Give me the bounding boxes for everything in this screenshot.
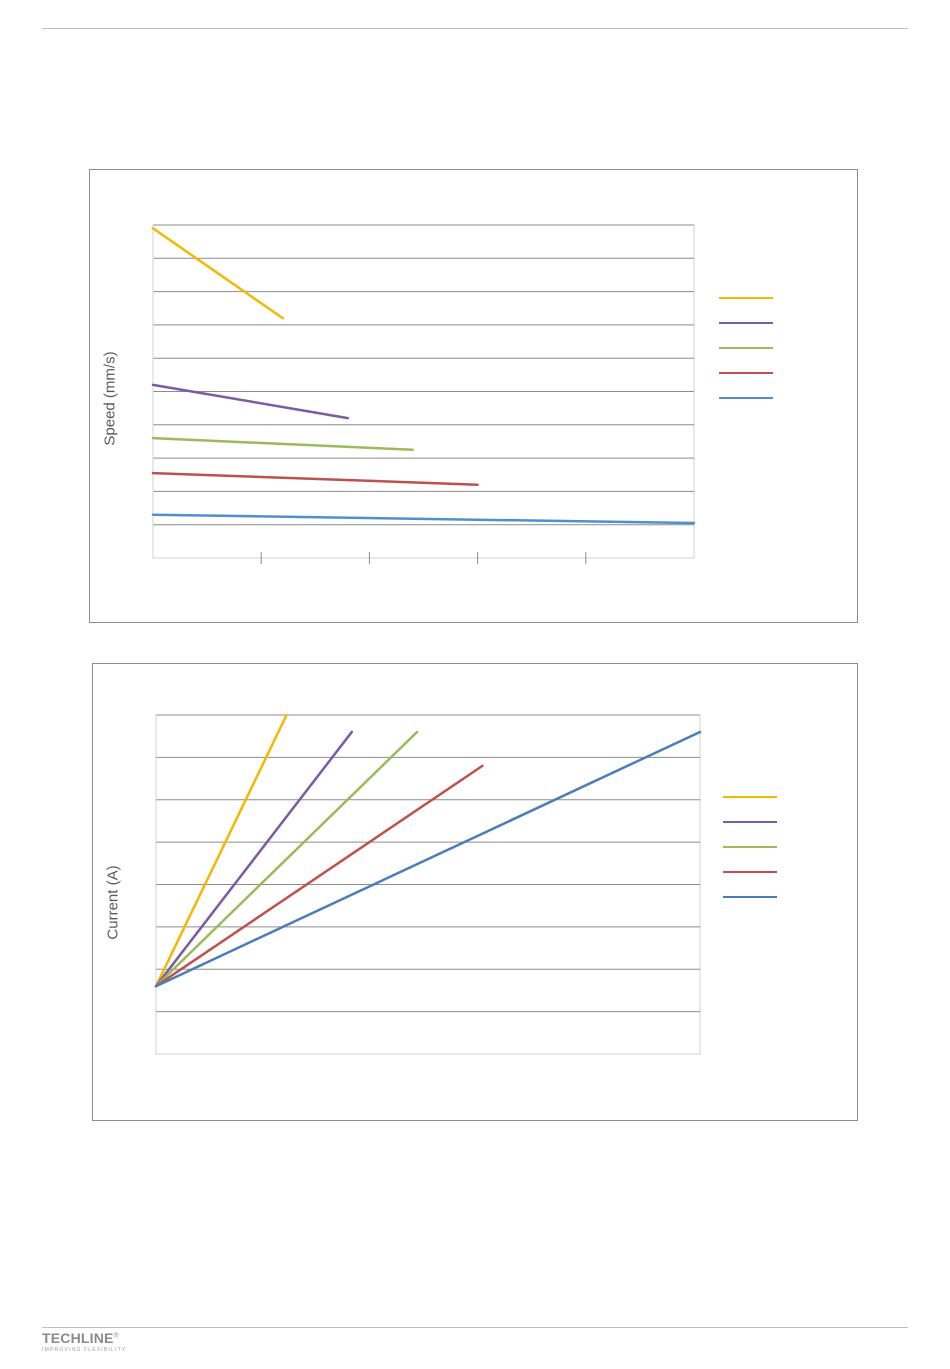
- techline-logo: TECHLINE® IMPROVING FLEXIBILITY: [42, 1330, 126, 1353]
- footer-rule: [42, 1327, 908, 1328]
- current-y-axis-label: Current (A): [104, 865, 122, 940]
- logo-tagline: IMPROVING FLEXIBILITY: [42, 1347, 127, 1353]
- series-line-3: [151, 436, 414, 452]
- series-line-5: [151, 513, 696, 525]
- header-rule: [42, 28, 908, 29]
- series-line-4: [154, 764, 484, 988]
- speed-chart: Speed (mm/s): [89, 169, 858, 623]
- series-line-2: [154, 730, 354, 988]
- series-line-5: [154, 730, 702, 988]
- logo-wordmark: TECHLINE: [42, 1330, 114, 1346]
- current-chart-plot: [154, 713, 777, 1055]
- speed-chart-plot: [151, 224, 773, 564]
- series-line-4: [151, 471, 479, 486]
- current-chart: Current (A): [92, 663, 858, 1121]
- logo-registered-mark: ®: [113, 1332, 119, 1340]
- series-line-3: [154, 730, 419, 988]
- series-line-2: [151, 383, 350, 420]
- series-line-1: [154, 713, 288, 988]
- speed-y-axis-label: Speed (mm/s): [101, 351, 119, 446]
- series-line-1: [151, 227, 285, 320]
